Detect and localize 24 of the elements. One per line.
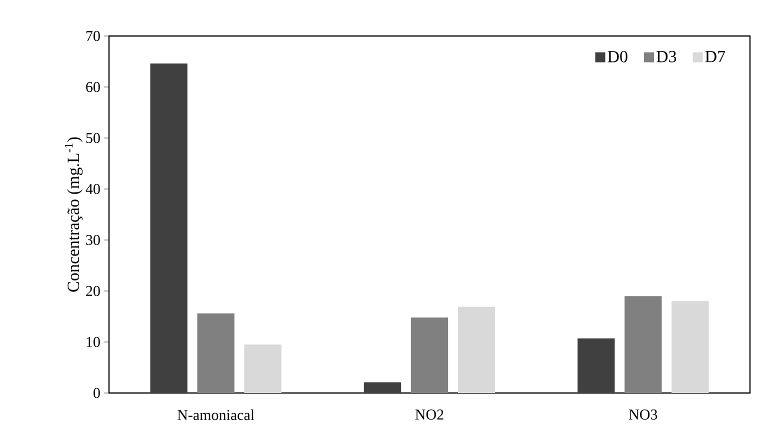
bar	[364, 382, 402, 393]
y-tick-label: 50	[86, 132, 100, 144]
bar	[410, 318, 448, 393]
bar	[458, 306, 496, 393]
x-tick-label: NO3	[629, 410, 658, 420]
legend-label: D3	[656, 50, 676, 62]
bar	[197, 313, 234, 393]
bar	[624, 296, 662, 393]
y-axis-title: Concentração (mg.L$^{-1}$)	[64, 137, 83, 292]
bar	[150, 64, 188, 393]
legend-label: D0	[608, 50, 628, 62]
y-tick-label: 70	[86, 30, 100, 42]
x-tick-label: N-amoniacal	[178, 410, 254, 420]
legend-label: D7	[705, 50, 726, 62]
bar	[672, 301, 709, 393]
x-tick-label: NO2	[415, 410, 444, 420]
y-tick-label: 60	[86, 82, 100, 92]
y-tick-label: 10	[86, 336, 100, 348]
bar	[244, 344, 282, 393]
y-tick-label: 40	[86, 184, 100, 194]
y-tick-label: 20	[86, 286, 100, 296]
bar	[578, 338, 615, 393]
y-tick-label: 0	[94, 388, 100, 398]
y-tick-label: 30	[86, 234, 100, 246]
